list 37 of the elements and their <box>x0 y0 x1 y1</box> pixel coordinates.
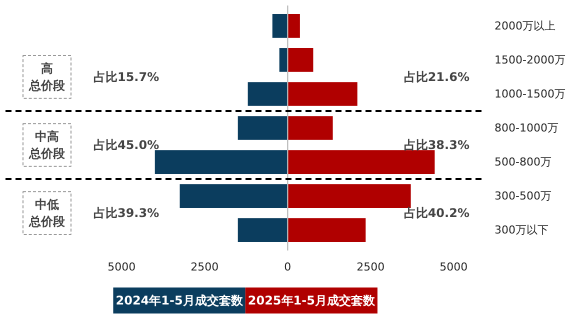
bar <box>288 218 366 242</box>
bar <box>288 82 358 106</box>
x-tick-label: 2500 <box>190 260 219 274</box>
bar <box>288 14 300 38</box>
annotation: 占比38.3% <box>404 138 470 152</box>
y-tick-label: 800-1000万 <box>494 122 558 134</box>
bar <box>288 48 314 72</box>
bar <box>180 184 288 208</box>
bar <box>154 150 288 174</box>
x-tick-label: 5000 <box>440 260 468 274</box>
annotation: 中低总价段 <box>28 198 66 228</box>
annotation: 占比45.0% <box>93 138 160 152</box>
bar <box>238 218 288 242</box>
text: 2024年1-5月成交套数 <box>116 294 244 308</box>
bar <box>238 116 288 140</box>
y-tick-label: 1500-2000万 <box>494 53 566 66</box>
bar <box>279 48 288 72</box>
annotation: 占比15.7% <box>93 70 160 84</box>
bar <box>288 116 333 140</box>
y-tick-label: 300万以下 <box>494 224 548 237</box>
annotation: 占比39.3% <box>93 206 160 220</box>
bar <box>272 14 288 38</box>
y-tick-label: 2000万以上 <box>494 19 556 32</box>
annotation: 占比21.6% <box>404 70 470 84</box>
x-tick-label: 0 <box>284 260 292 274</box>
text: 2025年1-5月成交套数 <box>248 294 376 308</box>
y-tick-label: 500-800万 <box>494 156 552 169</box>
y-tick-label: 300-500万 <box>494 190 552 203</box>
bar <box>288 184 411 208</box>
bar <box>288 150 435 174</box>
x-tick-label: 2500 <box>356 260 385 274</box>
annotation: 占比40.2% <box>404 206 470 220</box>
bar <box>248 82 288 106</box>
y-tick-label: 1000-1500万 <box>494 87 566 100</box>
x-tick-label: 5000 <box>108 260 136 274</box>
annotation: 中高总价段 <box>28 130 66 160</box>
annotation: 高总价段 <box>28 62 66 92</box>
